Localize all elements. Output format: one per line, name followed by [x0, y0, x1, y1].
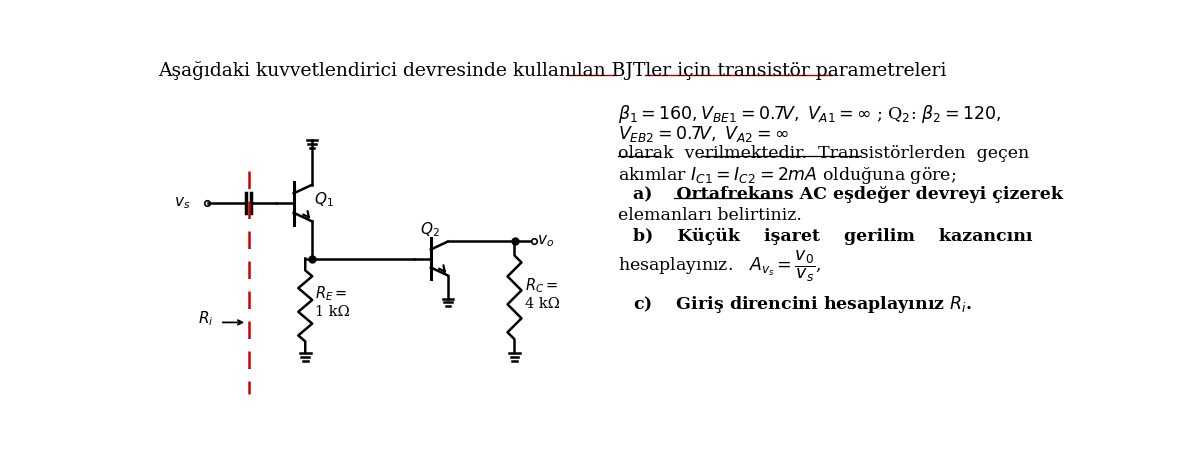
Text: hesaplayınız.   $A_{v_s} = \dfrac{v_0}{v_s}$,: hesaplayınız. $A_{v_s} = \dfrac{v_0}{v_s…: [618, 248, 821, 284]
Text: akımlar $I_{C1} = I_{C2} = 2mA$ olduğuna göre;: akımlar $I_{C1} = I_{C2} = 2mA$ olduğuna…: [618, 166, 956, 186]
Text: $\beta_1 = 160, V_{BE1} = 0.7V,\; V_{A1} = \infty\;$; Q$_2$: $\beta_2 = 120,$: $\beta_1 = 160, V_{BE1} = 0.7V,\; V_{A1}…: [618, 103, 1000, 125]
Text: olarak  verilmektedir.  Transistörlerden  geçen: olarak verilmektedir. Transistörlerden g…: [618, 145, 1029, 162]
Text: $V_{EB2} = 0.7V,\; V_{A2} = \infty$: $V_{EB2} = 0.7V,\; V_{A2} = \infty$: [618, 124, 789, 144]
Text: $v_o$: $v_o$: [537, 234, 554, 249]
Text: $v_s$: $v_s$: [174, 195, 191, 211]
Text: Aşağıdaki kuvvetlendirici devresinde kullanılan BJTler için transistör parametre: Aşağıdaki kuvvetlendirici devresinde kul…: [157, 61, 946, 80]
Text: $Q_1$: $Q_1$: [315, 190, 334, 209]
Text: a)    Ortafrekans AC eşdeğer devreyi çizerek: a) Ortafrekans AC eşdeğer devreyi çizere…: [633, 186, 1063, 203]
Text: c)    Giriş direncini hesaplayınız $R_i$.: c) Giriş direncini hesaplayınız $R_i$.: [633, 294, 972, 315]
Text: $Q_2$: $Q_2$: [419, 220, 440, 238]
Text: $R_i$: $R_i$: [198, 309, 214, 328]
Text: $R_E =$
1 kΩ: $R_E =$ 1 kΩ: [315, 285, 350, 319]
Text: elemanları belirtiniz.: elemanları belirtiniz.: [618, 207, 802, 224]
Text: b)    Küçük    işaret    gerilim    kazancını: b) Küçük işaret gerilim kazancını: [633, 228, 1033, 245]
Text: $R_C =$
4 kΩ: $R_C =$ 4 kΩ: [524, 276, 559, 311]
